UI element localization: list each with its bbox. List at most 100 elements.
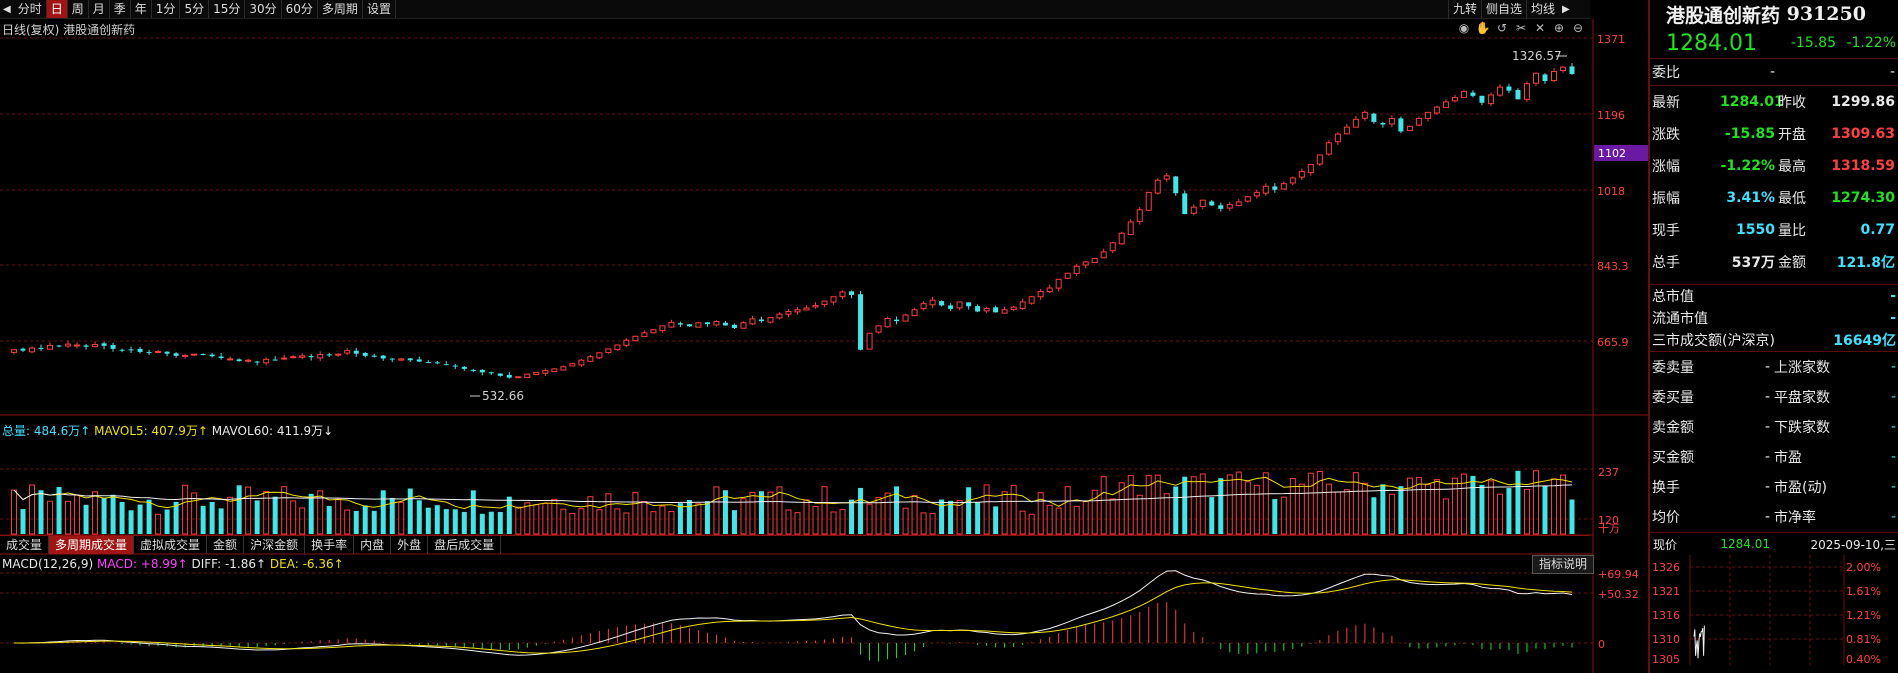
period-9[interactable]: 30分	[245, 0, 282, 18]
tab-7[interactable]: 外盘	[391, 536, 429, 554]
period-2[interactable]: 周	[68, 0, 89, 18]
undo-icon[interactable]: ↺	[1496, 21, 1508, 35]
tab-1[interactable]: 多周期成交量	[49, 536, 135, 554]
tab-2[interactable]: 虚拟成交量	[134, 536, 208, 554]
period-3[interactable]: 月	[89, 0, 110, 18]
quote-rows: 最新 1284.01 昨收 1299.86 涨跌 -15.85 开盘 1309.6…	[1650, 86, 1898, 278]
hand-icon[interactable]: ✋	[1475, 21, 1491, 35]
period-8[interactable]: 15分	[209, 0, 246, 18]
candle	[839, 291, 846, 298]
volume-bar	[155, 513, 162, 535]
period-6[interactable]: 1分	[152, 0, 181, 18]
period-4[interactable]: 季	[110, 0, 131, 18]
volume-bar	[1523, 488, 1530, 535]
volume-bar	[272, 496, 278, 534]
quote-value: 1299.86	[1831, 94, 1895, 110]
volume-bar	[1218, 478, 1224, 534]
period-12[interactable]: 设置	[363, 0, 396, 18]
candle	[155, 351, 162, 354]
candle	[173, 353, 179, 356]
volume-bar	[209, 501, 215, 534]
toolbar-right-arrow-icon[interactable]: ▶	[1562, 4, 1570, 15]
chart-tool-icons: ◉ ✋ ↺ ✂ ✕ ⊕ ⊖	[1456, 20, 1586, 36]
moving-average-button[interactable]: 均线	[1526, 0, 1559, 19]
tab-8[interactable]: 盘后成交量	[428, 536, 502, 554]
candle	[362, 352, 368, 356]
period-5[interactable]: 年	[131, 0, 152, 18]
toolbar-left-arrow-icon[interactable]: ◀	[3, 3, 11, 15]
price-tick: 843.3	[1597, 260, 1629, 273]
tab-3[interactable]: 金额	[207, 536, 245, 554]
candle	[1487, 94, 1494, 105]
indicator-help-button[interactable]: 指标说明	[1532, 555, 1595, 574]
candle	[533, 371, 540, 376]
intraday-mini-chart[interactable]: 1326 1321 1316 1310 1305 2.00% 1.61% 1.2…	[1650, 555, 1898, 666]
candle	[1109, 242, 1116, 252]
volume-bar	[380, 490, 386, 534]
tab-5[interactable]: 换手率	[305, 536, 355, 554]
candle	[1010, 306, 1017, 310]
volume-ma60: MAVOL60: 411.9万↓	[211, 424, 334, 438]
period-1[interactable]: 日	[46, 0, 68, 18]
mini-left-tick: 1316	[1652, 609, 1680, 622]
market-row: 流通市值 -	[1650, 307, 1898, 329]
zoom-in-icon[interactable]: ⊕	[1553, 21, 1565, 35]
period-7[interactable]: 5分	[180, 0, 210, 18]
candle	[452, 365, 458, 367]
volume-bar	[1272, 499, 1278, 534]
period-10[interactable]: 60分	[282, 0, 318, 18]
side-watchlist-button[interactable]: 侧自选	[1481, 0, 1526, 19]
volume-bar	[993, 506, 999, 534]
tab-0[interactable]: 成交量	[0, 536, 50, 554]
candle	[137, 348, 143, 352]
quote-row: 总手 537万 金额 121.8亿	[1650, 246, 1898, 278]
breadth-rows: 委卖量 - 上涨家数 - 委买量 - 平盘家数 - 卖金额 - 下跌家数 - 买金额 …	[1650, 352, 1898, 532]
candle	[1316, 154, 1323, 165]
volume-bar	[839, 508, 846, 535]
candle	[1352, 118, 1359, 128]
period-11[interactable]: 多周期	[318, 0, 363, 18]
scissors-icon[interactable]: ✂	[1515, 21, 1527, 35]
eye-icon[interactable]: ◉	[1458, 21, 1470, 35]
volume-bar	[1506, 488, 1512, 534]
candle	[299, 355, 306, 358]
volume-bar	[722, 490, 728, 534]
volume-bar	[948, 500, 954, 534]
candle	[218, 356, 224, 359]
candlestick-series	[11, 63, 1575, 379]
nine-turn-button[interactable]: 九转	[1448, 0, 1481, 19]
volume-bar	[641, 501, 648, 535]
volume-bar	[1352, 472, 1359, 535]
candle	[506, 374, 512, 378]
volume-bar	[866, 503, 873, 535]
volume-bar	[966, 487, 972, 534]
volume-bar	[1479, 484, 1485, 534]
candle	[929, 299, 936, 306]
period-0[interactable]: 分时	[14, 0, 47, 18]
candle	[542, 370, 549, 374]
volume-bar	[1127, 474, 1134, 535]
candle	[236, 359, 242, 362]
volume-bar	[605, 493, 612, 535]
volume-bar	[956, 499, 963, 535]
mini-right-tick: 1.61%	[1846, 585, 1881, 598]
volume-bar	[191, 492, 198, 535]
breadth-value: -	[1764, 449, 1770, 465]
chart-canvas[interactable]: 1371 1196 1018 843.3 665.9 1102 1326.57 …	[0, 0, 1648, 673]
macd-name: MACD(12,26,9)	[2, 557, 94, 571]
tab-6[interactable]: 内盘	[354, 536, 392, 554]
tab-4[interactable]: 沪深金额	[244, 536, 306, 554]
candle	[101, 343, 107, 346]
candle	[1515, 89, 1521, 100]
candle	[380, 355, 386, 359]
quote-value: 1550	[1736, 222, 1775, 238]
volume-bar	[506, 496, 512, 534]
volume-bar	[1244, 481, 1251, 535]
zoom-out-icon[interactable]: ⊖	[1572, 21, 1584, 35]
delete-icon[interactable]: ✕	[1534, 21, 1546, 35]
candle	[371, 355, 377, 357]
volume-bar	[1182, 476, 1188, 534]
volume-bar	[1073, 505, 1080, 535]
candle	[1280, 183, 1287, 190]
candle	[1451, 97, 1458, 102]
